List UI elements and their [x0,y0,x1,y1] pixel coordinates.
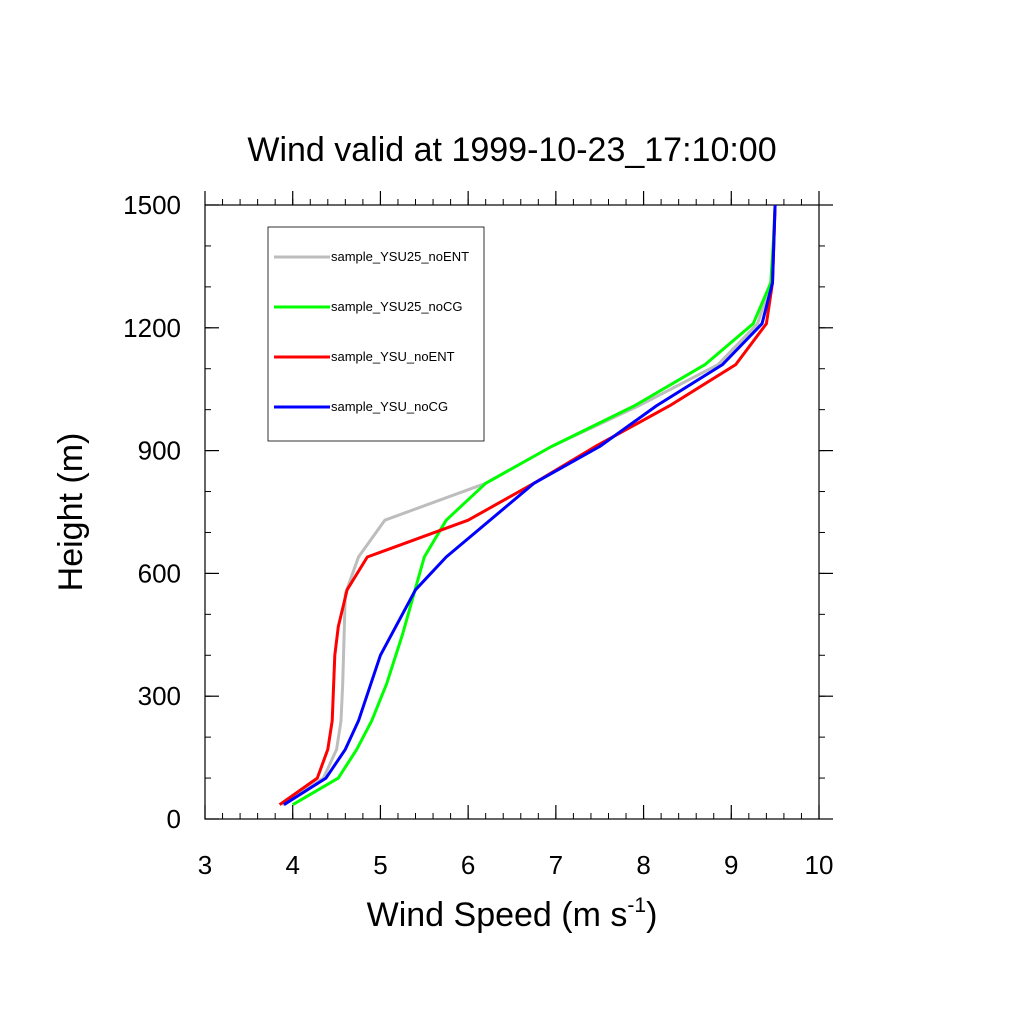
legend-label: sample_YSU_noENT [331,349,455,364]
legend-item: sample_YSU_noCG [274,399,448,414]
y-tick-labels: 0 300 600 900 1200 1500 [123,190,181,834]
legend-label: sample_YSU25_noENT [331,249,469,264]
x-tick-label: 8 [636,850,650,880]
y-tick-label: 1200 [123,313,181,343]
x-axis-label-end: ) [646,896,657,934]
x-axis-label-sup: -1 [627,894,646,917]
x-tick-labels: 3 4 5 6 7 8 9 10 [198,850,834,880]
legend: sample_YSU25_noENT sample_YSU25_noCGsampl… [267,226,485,442]
legend-box [267,226,485,442]
x-axis-label: Wind Speed (m s-1) [367,894,658,934]
x-axis-label-main: Wind Speed (m s [367,896,628,934]
y-axis-label: Height (m) [52,433,90,592]
x-tick-label: 6 [461,850,475,880]
legend-label: sample_YSU25_noCG [331,299,463,314]
series-lines [278,204,777,806]
y-tick-label: 1500 [123,190,181,220]
plot-area [204,204,820,820]
y-tick-label: 600 [138,558,181,588]
legend-item: sample_YSU25_noCG [274,299,463,314]
x-tick-label: 9 [724,850,738,880]
x-tick-label: 10 [805,850,834,880]
series-line-sample-ysu25-noent [281,204,777,806]
x-tick-label: 5 [373,850,387,880]
legend-label: sample_YSU_noCG [331,399,448,414]
series-line-sample-ysu25-nocg [291,204,777,806]
legend-item: sample_YSU_noENT [274,349,455,364]
major-ticks [204,191,833,820]
y-tick-label: 900 [138,436,181,466]
plot-frame [204,204,820,820]
chart-title: Wind valid at 1999-10-23_17:10:00 [247,131,776,169]
y-tick-label: 0 [167,804,181,834]
x-tick-label: 4 [285,850,299,880]
x-tick-label: 3 [198,850,212,880]
y-tick-label: 300 [138,681,181,711]
x-tick-label: 7 [549,850,563,880]
legend-item: sample_YSU25_noENT [274,249,469,264]
series-line-sample-ysu-noent [278,204,777,806]
series-line-sample-ysu-nocg [283,204,777,806]
